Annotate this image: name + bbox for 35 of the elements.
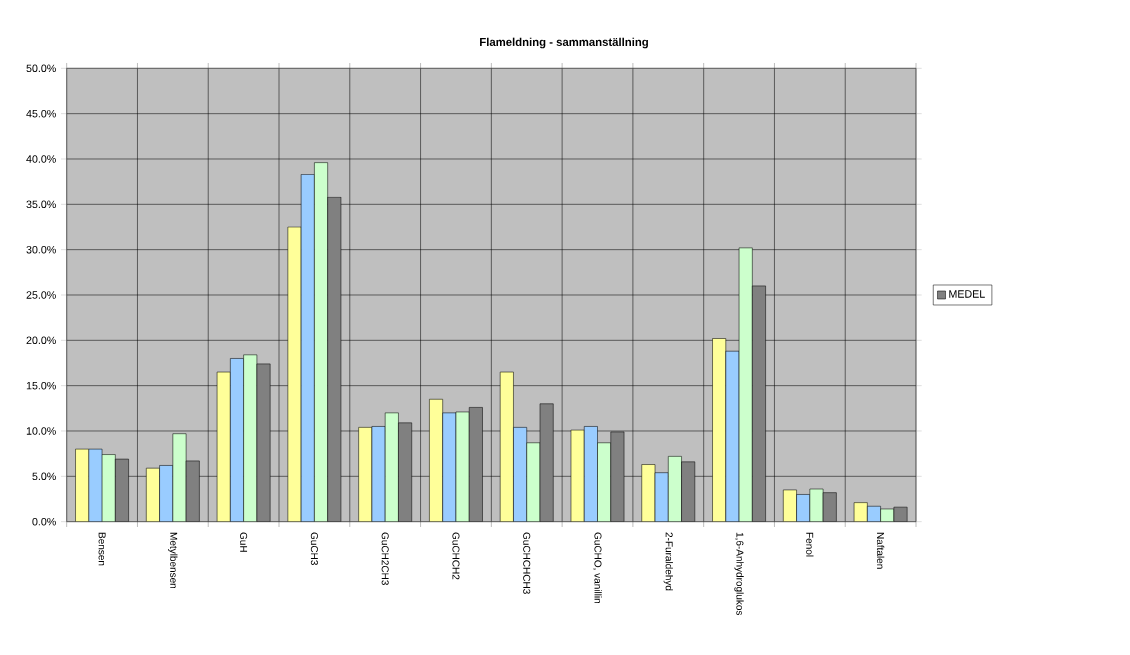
y-tick-label: 30.0%: [26, 245, 56, 254]
bar: [300, 174, 315, 522]
x-tick-label: Bensen: [98, 532, 106, 566]
y-tick-label: 15.0%: [26, 381, 56, 390]
chart-title: Flameldning - sammanställning: [480, 37, 648, 49]
y-tick-label: 20.0%: [26, 336, 56, 345]
x-tick-label: 1,6-Anhydroglukos: [734, 532, 744, 616]
x-tick-label: Naftalen: [876, 532, 885, 569]
bar: [314, 162, 328, 522]
y-tick-label: 25.0%: [26, 291, 56, 299]
bar: [738, 247, 753, 522]
bar: [327, 196, 342, 522]
x-tick-label: Fenol: [806, 532, 814, 557]
y-tick-label: 0.0%: [32, 517, 56, 526]
bar: [398, 422, 412, 522]
x-tick-label: GuCHCH2: [452, 532, 460, 580]
y-tick-label: 5.0%: [32, 472, 56, 481]
y-tick-label: 10.0%: [26, 427, 56, 435]
x-tick-label: Metylbensen: [168, 532, 178, 589]
bar: [539, 403, 554, 522]
bar: [752, 285, 766, 522]
y-tick-label: 50.0%: [26, 64, 56, 73]
x-tick-label: 2-Furaldehyd: [663, 532, 673, 591]
x-tick-label: GuCHCHCH3: [523, 532, 531, 594]
x-tick-label: GuCHO, vanillin: [593, 532, 602, 604]
x-tick-label: GuCH3: [310, 532, 318, 565]
y-tick-label: 45.0%: [26, 109, 56, 118]
bar: [243, 354, 258, 522]
bar: [725, 350, 740, 522]
y-tick-label: 40.0%: [26, 155, 56, 163]
x-tick-label: GuCH2CH3: [381, 532, 389, 585]
x-tick-label: GuH: [240, 532, 248, 552]
bar: [230, 358, 244, 522]
legend-label: MEDEL: [949, 290, 985, 298]
y-tick-label: 35.0%: [26, 200, 56, 209]
